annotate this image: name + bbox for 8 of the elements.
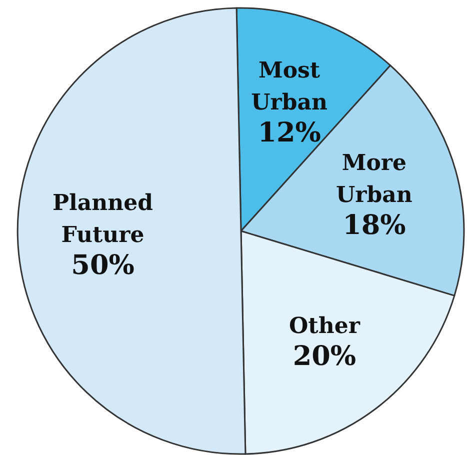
slice-label: More Urban bbox=[336, 150, 412, 208]
data-label: 20% bbox=[292, 341, 356, 372]
data-label: 18% bbox=[342, 210, 406, 241]
slice-label: Most Urban bbox=[251, 57, 328, 116]
data-label: 50% bbox=[71, 250, 134, 281]
slice-label: Other bbox=[289, 313, 360, 340]
slice-label: Planned Future bbox=[52, 190, 154, 248]
data-label: 12% bbox=[258, 117, 321, 148]
